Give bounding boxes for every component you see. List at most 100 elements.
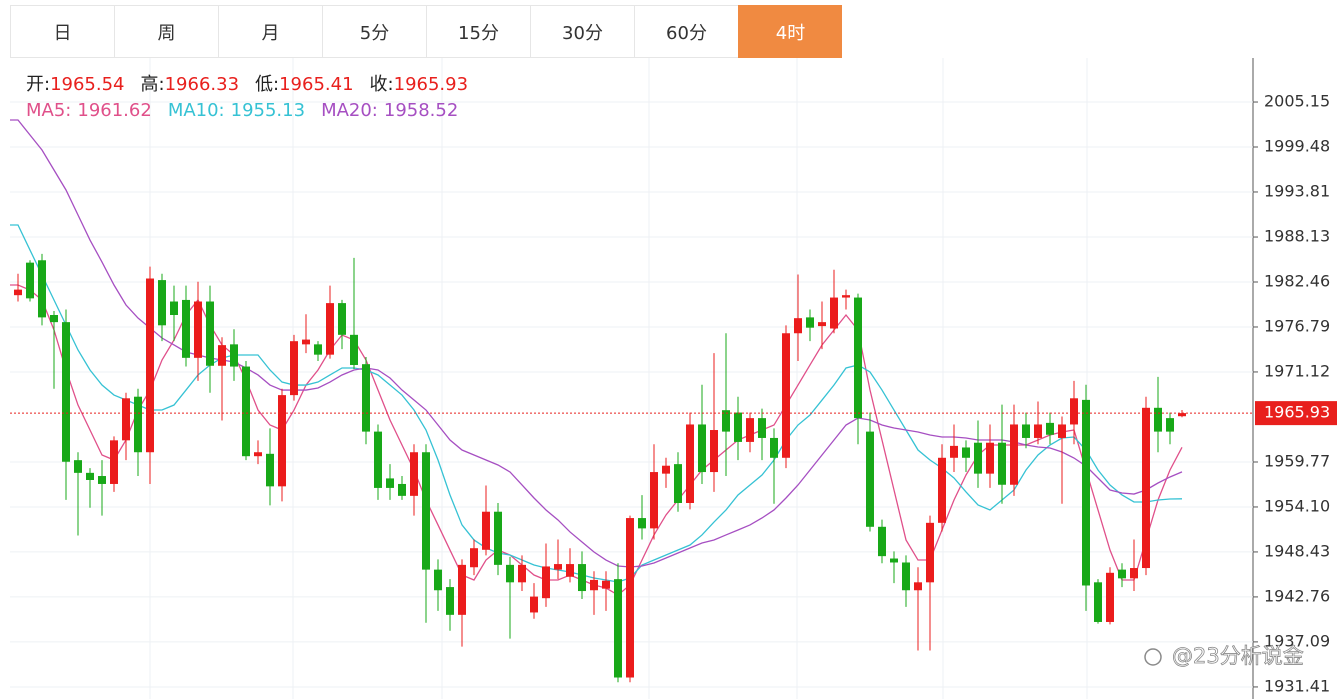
candle-body bbox=[1094, 582, 1102, 622]
ma-line bbox=[10, 224, 1183, 583]
candle-body bbox=[674, 464, 682, 503]
ma-label: MA5: bbox=[26, 100, 72, 121]
candle-body bbox=[962, 447, 970, 458]
period-tab[interactable]: 周 bbox=[114, 5, 218, 58]
candle-body bbox=[482, 511, 490, 550]
candle-body bbox=[1118, 569, 1126, 579]
candle-body bbox=[830, 297, 838, 329]
candle-body bbox=[158, 280, 166, 326]
candle-body bbox=[554, 564, 562, 570]
candle-body bbox=[422, 452, 430, 570]
candle-body bbox=[722, 410, 730, 432]
candle-body bbox=[1034, 424, 1042, 438]
candle-body bbox=[890, 558, 898, 563]
ohlc-label: 低: bbox=[255, 74, 280, 95]
candle-body bbox=[794, 318, 802, 334]
candle-body bbox=[866, 431, 874, 527]
candle-body bbox=[662, 465, 670, 474]
candle-body bbox=[950, 445, 958, 458]
candle-body bbox=[602, 580, 610, 589]
candle-body bbox=[638, 518, 646, 529]
candle-body bbox=[290, 341, 298, 396]
candle-body bbox=[374, 431, 382, 488]
candle-body bbox=[1178, 413, 1186, 417]
candle-body bbox=[278, 395, 286, 487]
candle-body bbox=[578, 564, 586, 592]
candle-body bbox=[26, 262, 34, 299]
candle-body bbox=[710, 430, 718, 473]
candle-body bbox=[1082, 399, 1090, 586]
candle-body bbox=[998, 442, 1006, 485]
candle-body bbox=[974, 442, 982, 474]
period-tab[interactable]: 60分 bbox=[634, 5, 738, 58]
y-tick-label: 1988.13 bbox=[1264, 227, 1330, 246]
candle-body bbox=[806, 317, 814, 328]
candle-body bbox=[230, 344, 238, 367]
candle-body bbox=[1166, 418, 1174, 432]
candle-body bbox=[1130, 568, 1138, 579]
candle-body bbox=[542, 566, 550, 599]
y-tick-label: 1971.12 bbox=[1264, 361, 1330, 380]
candle-body bbox=[62, 322, 70, 462]
candle-body bbox=[86, 472, 94, 480]
candle-body bbox=[902, 562, 910, 591]
candle-body bbox=[734, 412, 742, 442]
candle-body bbox=[530, 596, 538, 613]
candle-body bbox=[350, 334, 358, 365]
candle-body bbox=[470, 548, 478, 568]
ma-value: 1958.52 bbox=[383, 100, 459, 121]
period-tab[interactable]: 4时 bbox=[738, 5, 842, 58]
candle-body bbox=[938, 457, 946, 523]
candle-body bbox=[926, 522, 934, 583]
candle-body bbox=[38, 260, 46, 318]
period-tab[interactable]: 日 bbox=[10, 5, 114, 58]
candle-body bbox=[494, 511, 502, 565]
ma-row: MA5: 1961.62 MA10: 1955.13 MA20: 1958.52 bbox=[26, 98, 484, 124]
ohlc-row: 开:1965.54 高:1966.33 低:1965.41 收:1965.93 bbox=[26, 72, 484, 98]
candle-body bbox=[218, 345, 226, 366]
watermark: @23分析说金 bbox=[1172, 644, 1304, 668]
candle-body bbox=[698, 424, 706, 473]
y-tick-label: 2005.15 bbox=[1264, 92, 1330, 111]
candle-body bbox=[914, 582, 922, 591]
info-header: 开:1965.54 高:1966.33 低:1965.41 收:1965.93 MA5… bbox=[26, 72, 484, 124]
period-tab[interactable]: 5分 bbox=[322, 5, 426, 58]
candle-body bbox=[1142, 407, 1150, 569]
period-tab[interactable]: 15分 bbox=[426, 5, 530, 58]
candle-body bbox=[194, 301, 202, 358]
candle-body bbox=[686, 424, 694, 503]
watermark-icon bbox=[1144, 648, 1162, 666]
candle-body bbox=[1106, 572, 1114, 622]
candle-body bbox=[14, 289, 22, 296]
candle-body bbox=[614, 579, 622, 678]
ohlc-value: 1965.54 bbox=[50, 74, 125, 95]
candle-body bbox=[326, 303, 334, 355]
candle-body bbox=[518, 564, 526, 583]
candle-body bbox=[362, 364, 370, 432]
ma-value: 1961.62 bbox=[77, 100, 152, 121]
ma-label: MA10: bbox=[167, 100, 225, 121]
candle-body bbox=[770, 437, 778, 458]
candle-body bbox=[746, 418, 754, 442]
ohlc-label: 高: bbox=[140, 74, 165, 95]
period-tab[interactable]: 月 bbox=[218, 5, 322, 58]
candle-body bbox=[446, 587, 454, 615]
candle-body bbox=[1010, 424, 1018, 485]
candle-body bbox=[458, 564, 466, 615]
candle-body bbox=[782, 333, 790, 458]
candle-body bbox=[1022, 424, 1030, 438]
current-price-tag bbox=[1255, 401, 1337, 426]
candle-body bbox=[254, 452, 262, 457]
candle-body bbox=[182, 299, 190, 358]
candle-body bbox=[338, 303, 346, 335]
candle-body bbox=[590, 579, 598, 591]
candle-body bbox=[506, 564, 514, 583]
y-tick-label: 1937.09 bbox=[1264, 631, 1330, 650]
y-tick-label: 1942.76 bbox=[1264, 586, 1330, 605]
ohlc-value: 1965.93 bbox=[393, 74, 469, 95]
y-tick-label: 1993.81 bbox=[1264, 181, 1330, 200]
period-tab[interactable]: 30分 bbox=[530, 5, 634, 58]
candle-body bbox=[566, 564, 574, 577]
